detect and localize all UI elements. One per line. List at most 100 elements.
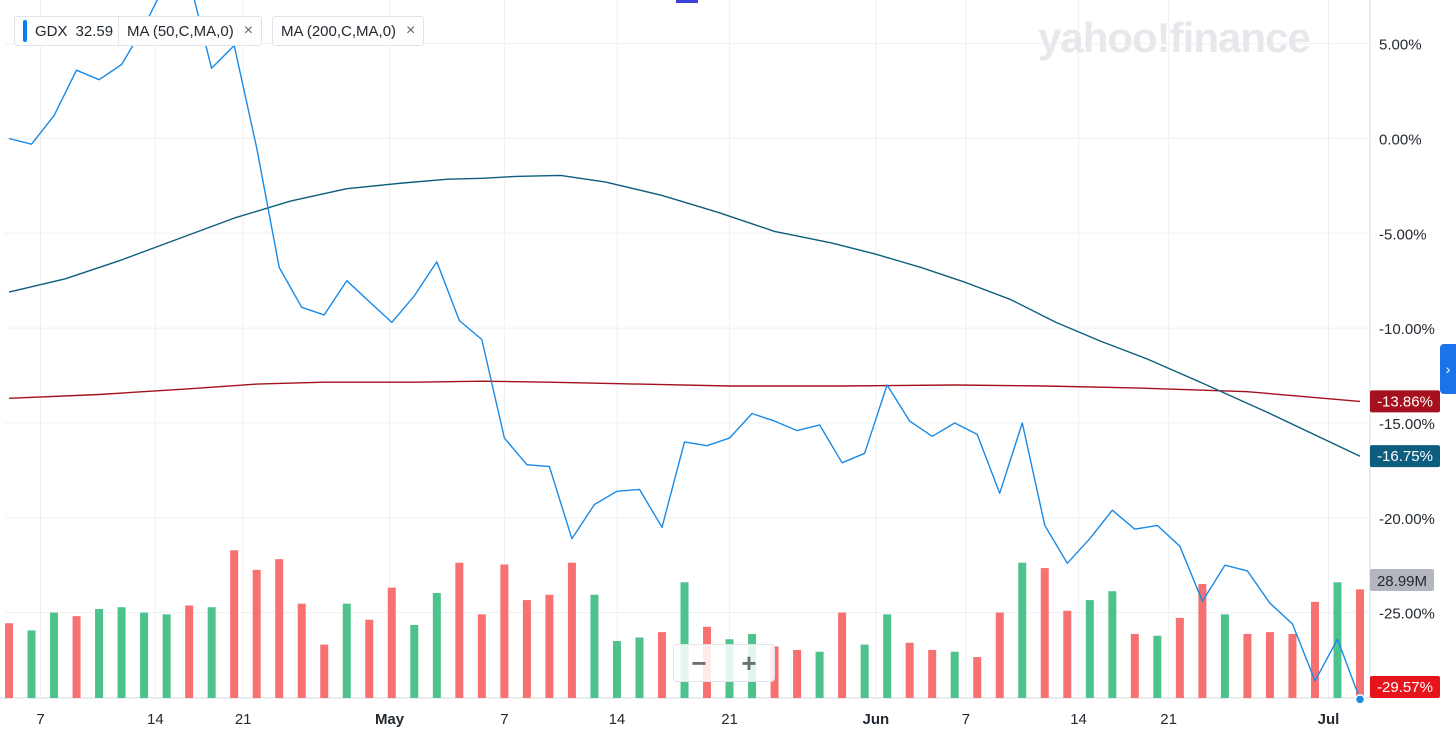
volume-bar — [387, 587, 396, 698]
volume-bar — [342, 603, 351, 698]
y-tick-label: -20.00% — [1379, 511, 1435, 528]
x-tick-label: 7 — [962, 711, 970, 728]
price-badge-bg — [1370, 676, 1440, 698]
volume-badge-bg — [1370, 569, 1434, 591]
ticker-price: 32.59 — [75, 22, 114, 40]
ma200-line — [8, 380, 1361, 403]
volume-bar — [95, 609, 104, 698]
x-tick-label: 21 — [235, 711, 252, 728]
volume-bar — [973, 657, 982, 698]
volume-bar — [1356, 589, 1364, 698]
x-tick-label: 21 — [1160, 711, 1177, 728]
price-value-badge: -29.57% — [1377, 679, 1433, 696]
legend-ticker[interactable]: GDX 32.59 — [14, 16, 123, 46]
volume-bar — [1108, 591, 1117, 698]
volume-bar — [410, 625, 419, 698]
y-tick-label: 0.00% — [1379, 131, 1422, 148]
volume-bar — [1153, 635, 1162, 698]
volume-bar — [883, 614, 892, 698]
volume-bar — [545, 594, 554, 698]
volume-bar — [635, 637, 644, 698]
volume-bar — [500, 564, 509, 698]
volume-bar — [455, 562, 464, 698]
y-tick-label: -25.00% — [1379, 606, 1435, 623]
volume-bar — [27, 630, 36, 698]
legend-ma200[interactable]: MA (200,C,MA,0) × — [272, 16, 425, 46]
x-tick-label: Jul — [1318, 711, 1340, 728]
volume-bar — [1265, 632, 1274, 698]
x-tick-label: 7 — [36, 711, 44, 728]
range-indicator — [676, 0, 698, 3]
legend-ma50[interactable]: MA (50,C,MA,0) × — [118, 16, 263, 46]
volume-bar — [72, 616, 81, 698]
close-icon[interactable]: × — [243, 22, 254, 39]
volume-bar — [1018, 562, 1027, 698]
x-tick-label: May — [375, 711, 405, 728]
volume-bar — [522, 600, 531, 698]
y-tick-label: -10.00% — [1379, 321, 1435, 338]
ma200-value-badge-bg — [1370, 390, 1440, 413]
x-tick-label: 14 — [609, 711, 626, 728]
ticker-symbol: GDX — [35, 22, 68, 40]
volume-bar — [1040, 568, 1049, 698]
volume-bar — [297, 603, 306, 698]
volume-bar — [117, 607, 126, 698]
x-tick-label: 21 — [721, 711, 738, 728]
volume-bar — [612, 641, 621, 698]
volume-bar — [1220, 614, 1229, 698]
x-tick-label: Jun — [863, 711, 890, 728]
volume-bar — [5, 623, 13, 698]
x-tick-label: 14 — [147, 711, 164, 728]
ma50-line — [8, 174, 1361, 457]
yahoo-finance-logo: yahoo!finance — [1038, 14, 1311, 61]
volume-bar — [793, 649, 802, 698]
x-tick-label: 7 — [500, 711, 508, 728]
volume-bar — [995, 612, 1004, 698]
volume-bar — [252, 569, 261, 698]
volume-bar — [567, 562, 576, 698]
volume-bar — [815, 651, 824, 698]
volume-bar — [162, 614, 171, 698]
zoom-in-button[interactable]: + — [741, 647, 757, 678]
volume-bar — [590, 594, 599, 698]
volume-bar — [207, 607, 216, 698]
zoom-controls: − + — [673, 644, 775, 682]
volume-bar — [1198, 584, 1207, 698]
volume-bar — [1130, 633, 1139, 698]
volume-bar — [950, 651, 959, 698]
volume-value-badge: 28.99M — [1377, 573, 1427, 590]
ma200-label: MA (200,C,MA,0) — [281, 22, 397, 40]
volume-bar — [1085, 600, 1094, 698]
volume-bar — [838, 612, 847, 698]
volume-bar — [1288, 633, 1297, 698]
volume-bar — [432, 592, 441, 698]
volume-bar — [680, 582, 689, 698]
close-icon[interactable]: × — [406, 22, 416, 39]
ma50-label: MA (50,C,MA,0) — [127, 22, 234, 40]
volume-bar — [928, 649, 937, 698]
y-tick-label: -15.00% — [1379, 416, 1435, 433]
volume-bar — [230, 550, 239, 698]
volume-bar — [477, 614, 486, 698]
volume-bar — [1175, 617, 1184, 698]
ticker-color-swatch — [23, 20, 27, 42]
y-tick-label: -5.00% — [1379, 226, 1427, 243]
chevron-right-icon[interactable]: › — [1440, 344, 1456, 394]
volume-bar — [320, 644, 329, 698]
volume-bar — [140, 612, 149, 698]
x-tick-label: 14 — [1070, 711, 1087, 728]
volume-bar — [1243, 633, 1252, 698]
ma200-value-badge: -13.86% — [1377, 393, 1433, 410]
volume-bar — [905, 642, 914, 698]
ma50-value-badge-bg — [1370, 445, 1440, 468]
volume-bar — [50, 612, 59, 698]
volume-bar — [657, 632, 666, 698]
volume-bar — [860, 644, 869, 698]
last-price-marker — [1354, 694, 1366, 705]
y-tick-label: 5.00% — [1379, 37, 1422, 54]
volume-bar — [1063, 610, 1072, 698]
zoom-out-button[interactable]: − — [691, 647, 707, 678]
volume-bar — [275, 559, 284, 698]
volume-bar — [365, 619, 374, 698]
